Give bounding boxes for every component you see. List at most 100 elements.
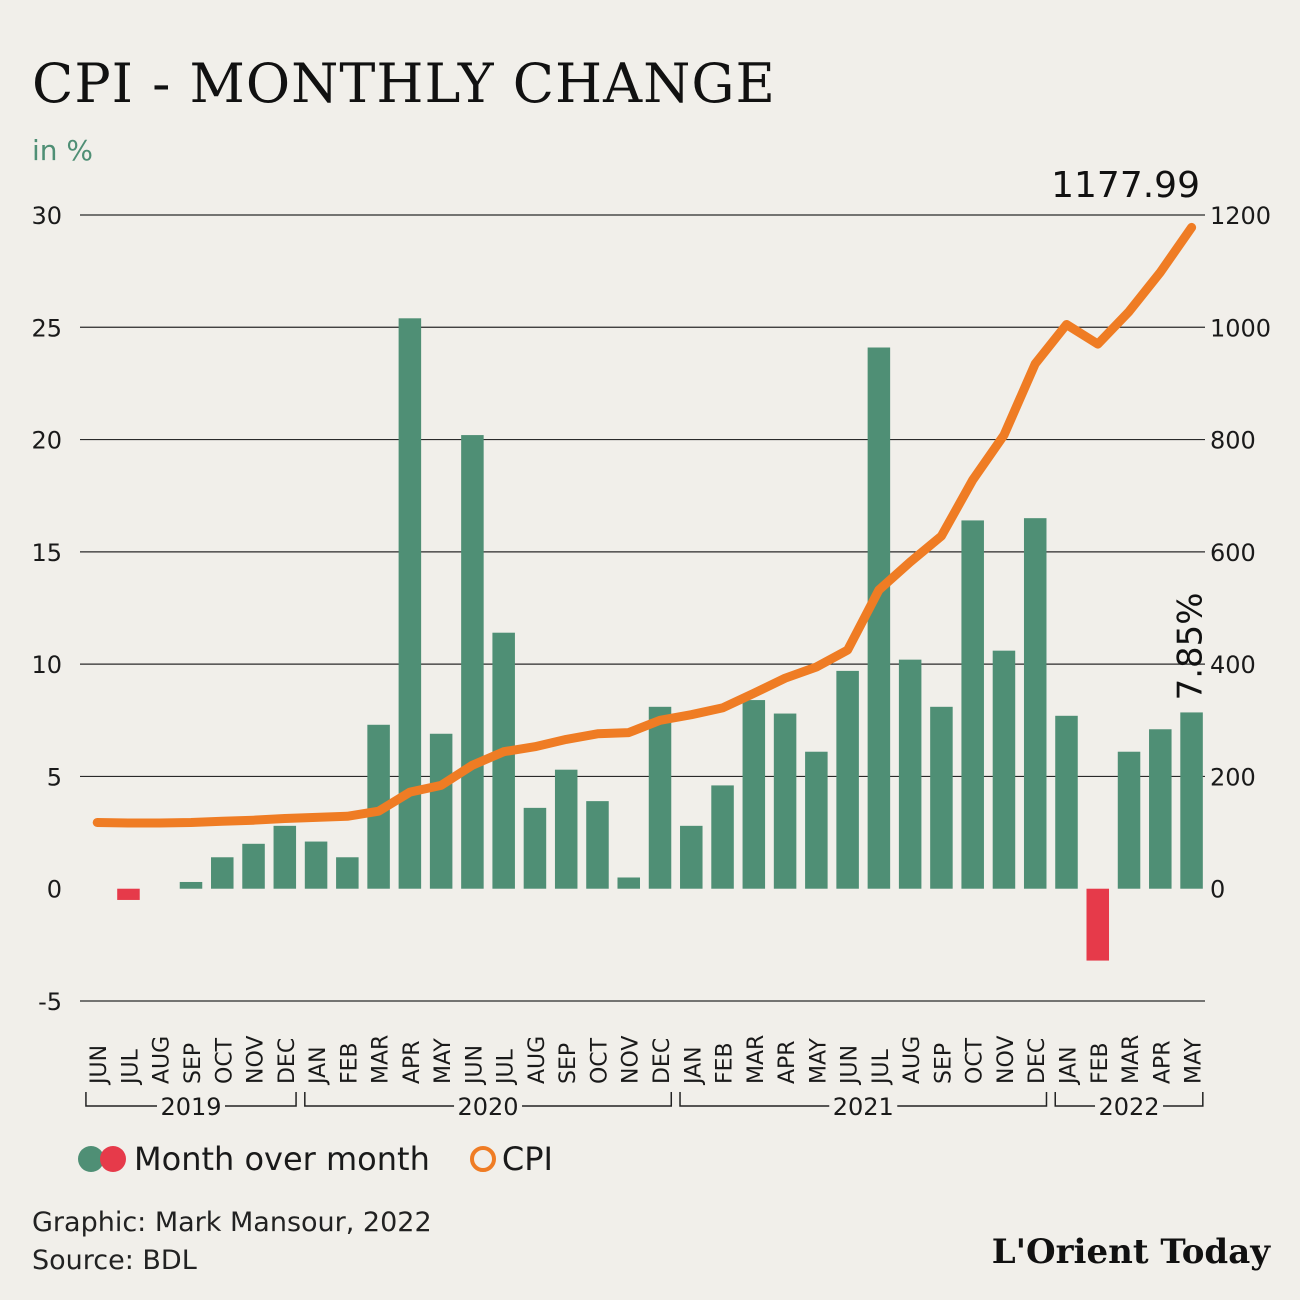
x-tick-label: DEC [650,1038,675,1084]
mom-bar [304,841,328,889]
mom-bar [1086,888,1110,961]
mom-bar [336,857,359,889]
x-tick-label: MAY [1182,1038,1207,1084]
x-tick-label: AUG [525,1036,550,1084]
mom-bar [930,706,953,889]
x-tick-label: MAR [1119,1035,1144,1084]
mom-bar [836,670,859,889]
x-tick-label: JUL [118,1048,143,1086]
x-tick-label: JUN [462,1045,487,1086]
year-label: 2020 [458,1093,519,1121]
y2-tick-label: 200 [1210,763,1256,791]
mom-last-label: 7.85% [1171,592,1211,700]
credits: Graphic: Mark Mansour, 2022 Source: BDL [32,1204,432,1280]
x-tick-label: JUL [869,1048,894,1086]
x-tick-label: FEB [713,1042,738,1084]
mom-bar [398,318,422,889]
x-tick-label: JUL [494,1048,519,1086]
mom-bar [429,733,453,889]
x-tick-label: MAY [806,1038,831,1084]
x-tick-label: OCT [587,1037,612,1084]
x-tick-label: FEB [1088,1042,1113,1084]
mom-bar [554,769,578,889]
y2-tick-label: 400 [1210,651,1256,679]
unit-label: in % [32,134,94,167]
x-tick-label: DEC [275,1038,300,1084]
year-label: 2019 [160,1093,221,1121]
legend-negative-swatch [100,1146,126,1172]
x-tick-label: MAY [431,1038,456,1084]
cpi-last-label: 1177.99 [1051,165,1200,206]
x-tick-label: JAN [306,1046,331,1086]
year-label: 2022 [1098,1093,1159,1121]
y-tick-label: -5 [38,988,62,1016]
mom-bar [1117,751,1141,889]
x-tick-label: NOV [244,1036,269,1084]
year-bracket [1054,1092,1204,1107]
x-tick-label: SEP [931,1043,956,1084]
mom-bar [586,801,609,889]
mom-bar [461,435,484,889]
legend-cpi-swatch [469,1146,496,1172]
mom-bar [1180,712,1203,889]
y2-tick-label: 1000 [1210,314,1271,342]
x-tick-label: JAN [681,1046,706,1086]
y-tick-label: 15 [31,539,62,567]
mom-bar [117,888,140,900]
y-tick-label: 25 [31,314,62,342]
x-tick-label: OCT [212,1037,237,1084]
mom-bar [680,825,703,889]
mom-bar [867,347,891,889]
y2-tick-label: 600 [1210,539,1256,567]
legend: Month over month CPI [78,1140,553,1178]
year-label: 2021 [833,1093,894,1121]
mom-bar [742,700,766,889]
year-bracket [304,1092,673,1107]
x-tick-label: APR [400,1040,425,1084]
y-tick-label: 0 [47,876,62,904]
legend-positive-swatch [78,1146,104,1172]
x-tick-label: AUG [900,1036,925,1084]
chart-title: CPI - MONTHLY CHANGE [32,52,776,115]
x-tick-label: NOV [994,1036,1019,1084]
publisher-logo: L'Orient Today [991,1232,1270,1272]
mom-bar [492,632,515,889]
x-tick-label: JAN [1056,1046,1081,1086]
x-tick-label: SEP [556,1043,581,1084]
x-tick-label: SEP [181,1043,206,1084]
graphic-credit: Graphic: Mark Mansour, 2022 [32,1207,432,1238]
x-tick-label: MAR [744,1035,769,1084]
y-tick-label: 20 [31,427,62,455]
y-tick-label: 10 [31,651,62,679]
x-tick-label: OCT [963,1037,988,1084]
mom-bar [898,659,922,889]
mom-bar [242,843,265,889]
x-tick-label: MAR [369,1035,394,1084]
x-tick-label: APR [775,1040,800,1084]
mom-bar [711,785,734,889]
legend-cpi-label: CPI [501,1140,553,1178]
mom-bar [523,807,547,889]
mom-bar [805,751,828,889]
y-tick-label: 30 [31,202,62,230]
x-tick-label: FEB [337,1042,362,1084]
x-tick-label: JUN [838,1045,863,1086]
mom-bar [1023,518,1047,889]
year-bracket [679,1092,1048,1107]
y-tick-label: 5 [47,763,62,791]
x-tick-label: AUG [150,1036,175,1084]
y2-tick-label: 0 [1210,876,1225,904]
y2-tick-label: 1200 [1210,202,1271,230]
year-bracket [85,1092,297,1107]
mom-bar [773,713,797,889]
x-tick-label: NOV [619,1036,644,1084]
x-tick-label: DEC [1025,1038,1050,1084]
x-tick-label: APR [1150,1040,1175,1084]
mom-bar [273,825,297,889]
cpi-line [92,222,1197,828]
mom-bar [961,520,984,889]
source-credit: Source: BDL [32,1245,197,1276]
mom-bar [648,706,672,889]
x-tick-label: JUN [87,1045,112,1086]
mom-bar [992,650,1016,889]
